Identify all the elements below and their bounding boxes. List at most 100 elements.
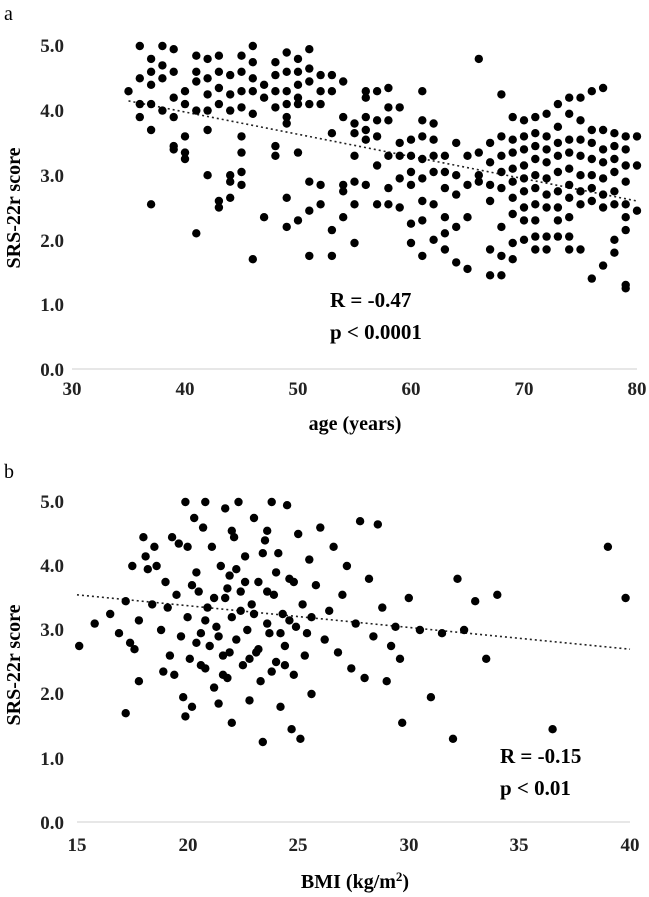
panel-a-data-point: [203, 171, 212, 180]
panel-a-data-point: [497, 251, 506, 261]
panel-b-data-point: [395, 654, 405, 663]
panel-b-data-point: [471, 597, 480, 606]
panel-b-data-point: [196, 661, 206, 670]
panel-a-data-point: [361, 93, 370, 102]
panel-a-data-point: [587, 125, 596, 135]
panel-b-ytick: 0.0: [40, 813, 64, 834]
panel-a-data-point: [271, 87, 280, 96]
panel-a-data-point: [180, 87, 190, 96]
panel-a-data-point: [497, 132, 506, 141]
panel-a-data-point: [316, 99, 325, 109]
panel-a-data-point: [135, 41, 144, 51]
panel-a-data-point: [146, 54, 156, 64]
panel-a-data-point: [203, 90, 212, 99]
panel-a-ytick: 5.0: [40, 36, 64, 57]
panel-b-xtick: 20: [179, 835, 198, 856]
panel-b-data-point: [265, 629, 274, 638]
panel-b-ytick: 3.0: [40, 620, 64, 641]
panel-b-data-point: [236, 606, 245, 615]
panel-a-data-point: [485, 158, 495, 167]
panel-a-data-point: [293, 93, 303, 102]
panel-b: b 0.0 1.0 2.0 3.0 4.0 5.0 15 20 25 30 35…: [3, 461, 640, 893]
panel-b-data-point: [493, 590, 502, 599]
panel-a-ytick: 3.0: [40, 166, 64, 187]
panel-a-data-point: [565, 193, 574, 202]
panel-a-data-point: [146, 80, 156, 90]
panel-b-data-point: [305, 555, 314, 564]
panel-b-data-point: [159, 667, 168, 676]
panel-a-data-point: [372, 87, 382, 96]
panel-a-data-point: [531, 129, 540, 138]
panel-b-data-point: [170, 670, 179, 679]
panel-b-data-point: [329, 542, 338, 551]
panel-a-data-point: [485, 271, 495, 280]
panel-a-data-point: [576, 187, 585, 196]
panel-a-data-point: [485, 196, 495, 206]
panel-b-data-point: [172, 590, 181, 599]
panel-a-data-point: [169, 145, 178, 154]
panel-a-data-point: [237, 132, 246, 141]
panel-a-data-point: [158, 74, 167, 83]
panel-a-data-point: [621, 177, 630, 186]
panel-b-data-point: [269, 590, 279, 599]
panel-b-data-point: [198, 523, 208, 532]
panel-a-data-point: [350, 200, 359, 209]
panel-b-data-point: [236, 587, 245, 596]
panel-b-data-point: [190, 513, 199, 523]
panel-a-data-point: [180, 132, 190, 141]
panel-a-data-point: [429, 135, 438, 144]
panel-a-data-point: [542, 245, 551, 254]
panel-a-data-point: [226, 177, 235, 186]
panel-b-data-point: [90, 619, 99, 628]
panel-b-data-point: [278, 609, 287, 619]
panel-a-data-point: [587, 183, 596, 193]
panel-a-data-point: [316, 70, 325, 80]
panel-b-xtick: 30: [400, 835, 419, 856]
panel-a-data-point: [553, 216, 563, 225]
panel-a-data-point: [610, 167, 619, 177]
panel-b-data-point: [150, 542, 159, 551]
panel-b-data-point: [174, 539, 183, 548]
panel-a-data-point: [169, 45, 178, 54]
panel-b-data-point: [307, 689, 316, 699]
panel-b-data-point: [183, 542, 192, 551]
panel-a-data-point: [440, 183, 450, 193]
panel-a-data-point: [214, 67, 224, 77]
panel-a-data-point: [339, 213, 348, 222]
panel-a-data-point: [350, 177, 359, 186]
panel-a-data-point: [384, 103, 393, 112]
panel-a-data-point: [553, 138, 563, 148]
panel-a-data-point: [361, 125, 370, 135]
panel-b-data-point: [325, 606, 334, 615]
panel-b-data-point: [287, 725, 296, 734]
panel-a-data-point: [542, 158, 551, 167]
panel-b-data-point: [404, 593, 413, 603]
panel-a-data-point: [553, 203, 563, 212]
panel-b-r-value: R = -0.15: [500, 744, 581, 768]
panel-a-data-point: [305, 77, 314, 86]
panel-b-data-point: [214, 632, 223, 641]
panel-a-data-point: [305, 45, 314, 54]
panel-a-data-point: [271, 70, 280, 80]
panel-a-data-point: [293, 216, 303, 225]
panel-a-data-point: [429, 119, 438, 128]
panel-a-data-point: [531, 171, 540, 180]
panel-b-data-point: [128, 561, 137, 571]
panel-b-data-point: [311, 581, 321, 590]
panel-a-data-point: [508, 112, 517, 122]
panel-a-data-point: [135, 112, 144, 122]
panel-a-data-point: [395, 138, 404, 148]
panel-a-data-point: [214, 83, 224, 93]
panel-b-data-point: [258, 549, 267, 558]
panel-b-data-point: [378, 603, 387, 612]
panel-a-data-point: [587, 87, 596, 96]
panel-a-data-point: [519, 174, 529, 183]
panel-a-data-point: [384, 151, 393, 160]
panel-b-data-point: [187, 581, 197, 590]
panel-a-data-point: [248, 41, 257, 51]
panel-a-data-point: [497, 90, 506, 99]
panel-a-data-point: [621, 132, 630, 141]
panel-a-data-point: [180, 148, 190, 157]
panel-a-data-point: [474, 177, 483, 186]
panel-a-data-point: [214, 99, 224, 109]
